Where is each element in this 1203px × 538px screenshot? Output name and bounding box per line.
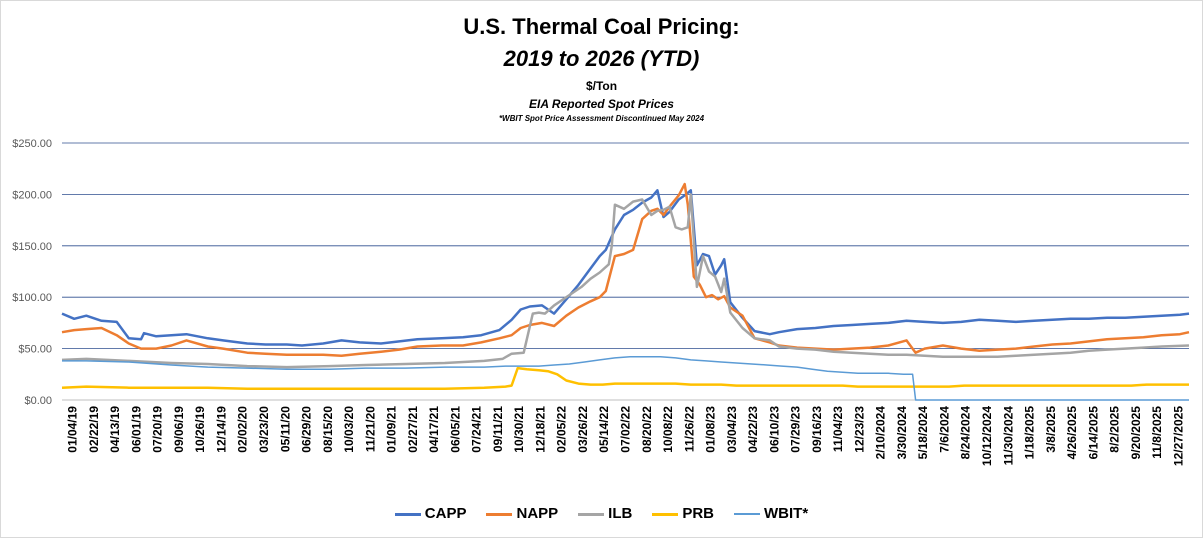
series-line-capp [61,189,1190,347]
x-tick-label: 3/8/2025 [1044,406,1058,453]
legend-swatch [394,512,421,516]
x-tick-label: 07/29/23 [789,406,803,453]
x-tick-label: 6/14/2025 [1086,406,1100,460]
x-tick-label: 04/17/21 [427,406,441,453]
x-tick-label: 07/02/22 [619,406,633,453]
legend-swatch [734,513,761,516]
legend-label: CAPP [424,505,467,522]
x-tick-label: 8/24/2024 [959,406,973,460]
x-tick-label: 06/05/21 [448,406,462,453]
x-tick-label: 12/18/21 [533,406,547,453]
x-tick-label: 11/26/22 [682,406,696,452]
legend-label: NAPP [516,505,559,522]
x-tick-label: 04/22/23 [746,406,760,453]
chart-subtitle: 2019 to 2026 (YTD) [503,46,700,71]
x-tick-label: 1/18/2025 [1023,406,1037,460]
x-tick-label: 11/8/2025 [1150,406,1164,459]
x-tick-label: 02/02/20 [236,406,250,453]
x-tick-label: 05/11/20 [278,406,292,452]
x-tick-label: 06/29/20 [300,406,314,453]
x-tick-label: 9/20/2025 [1129,406,1143,460]
x-tick-label: 07/24/21 [470,406,484,453]
x-tick-label: 10/12/2024 [980,406,994,466]
x-tick-label: 02/05/22 [555,406,569,453]
legend-item-wbit: WBIT* [734,505,808,522]
x-tick-label: 08/15/20 [321,406,335,453]
x-tick-label: 06/10/23 [767,406,781,453]
x-tick-label: 10/26/19 [193,406,207,453]
x-tick-label: 12/27/2025 [1171,406,1185,466]
x-tick-label: 06/01/19 [129,406,143,453]
x-tick-label: 2/10/2024 [874,406,888,460]
x-tick-label: 02/27/21 [406,406,420,453]
legend-item-napp: NAPP [486,505,558,522]
x-tick-label: 4/26/2025 [1065,406,1079,460]
x-tick-label: 8/2/2025 [1108,406,1122,453]
y-tick-label: $250.00 [12,138,52,150]
x-tick-label: 10/30/21 [512,406,526,453]
y-tick-label: $0.00 [24,395,52,407]
chart-source-note: EIA Reported Spot Prices [529,97,674,111]
x-tick-label: 5/18/2024 [916,406,930,460]
x-tick-label: 10/03/20 [342,406,356,453]
x-tick-label: 11/21/20 [363,406,377,452]
x-tick-label: 12/14/19 [214,406,228,453]
legend-item-capp: CAPP [394,505,467,522]
chart-unit: $/Ton [585,79,618,93]
chart-footnote: *WBIT Spot Price Assessment Discontinued… [498,114,705,123]
x-tick-label: 09/16/23 [810,406,824,453]
x-tick-label: 07/20/19 [151,406,165,453]
x-tick-label: 08/20/22 [640,406,654,453]
y-tick-label: $50.00 [18,344,52,356]
x-tick-label: 12/23/23 [852,406,866,453]
x-tick-label: 3/30/2024 [895,406,909,460]
x-tick-label: 02/22/19 [87,406,101,453]
x-tick-label: 01/04/19 [66,406,80,453]
legend-item-ilb: ILB [578,505,632,522]
y-tick-label: $100.00 [12,292,52,304]
series-line-prb [61,366,1189,390]
x-tick-label: 01/08/23 [704,406,718,453]
x-tick-label: 04/13/19 [108,406,122,453]
x-tick-label: 03/23/20 [257,406,271,453]
x-tick-label: 03/04/23 [725,406,739,453]
legend-label: PRB [682,505,715,522]
legend-item-prb: PRB [652,505,714,522]
series-line-wbit [62,356,1189,401]
legend-label: WBIT* [764,505,809,522]
series-line-napp [61,182,1190,358]
x-tick-label: 11/04/23 [831,406,845,452]
y-tick-label: $150.00 [12,241,52,253]
x-tick-label: 05/14/22 [597,406,611,453]
x-tick-label: 10/08/22 [661,406,675,453]
x-tick-label: 09/06/19 [172,406,186,453]
legend-swatch [486,512,513,516]
x-tick-label: 7/6/2024 [937,406,951,453]
legend-label: ILB [608,505,633,522]
chart-legend: CAPP NAPP ILB PRB WBIT* [0,505,1203,522]
x-tick-label: 09/11/21 [491,406,505,452]
x-tick-label: 11/30/2024 [1001,406,1015,466]
legend-swatch [578,512,605,516]
series-line-ilb [61,193,1190,369]
chart-title: U.S. Thermal Coal Pricing: [463,14,740,39]
x-tick-label: 01/09/21 [385,406,399,453]
x-tick-label: 03/26/22 [576,406,590,453]
y-tick-label: $200.00 [12,189,52,201]
legend-swatch [652,512,679,516]
